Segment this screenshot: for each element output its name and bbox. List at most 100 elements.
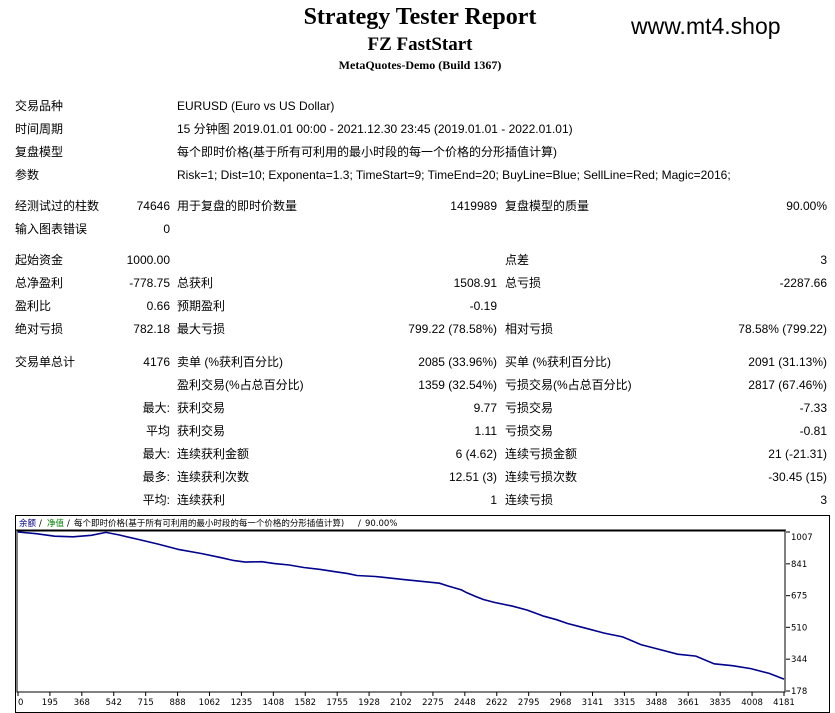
x-tick-label: 2622 bbox=[486, 698, 508, 708]
gross-loss-label: 总亏损 bbox=[505, 276, 542, 290]
deposit-label: 起始资金 bbox=[15, 253, 64, 267]
trades-label: 交易单总计 bbox=[15, 355, 76, 369]
legend-balance: 余额 bbox=[19, 518, 37, 529]
server-build: MetaQuotes-Demo (Build 1367) bbox=[338, 58, 502, 72]
x-tick-label: 3661 bbox=[677, 698, 699, 708]
quality-label: 复盘模型的质量 bbox=[505, 199, 590, 213]
payoff-value: -0.19 bbox=[469, 299, 497, 313]
profit-trades-value: 1359 (32.54%) bbox=[418, 378, 497, 392]
quality-value: 90.00% bbox=[786, 199, 827, 213]
x-tick-label: 4181 bbox=[773, 698, 795, 708]
expert-name: FZ FastStart bbox=[367, 34, 473, 55]
x-tick-label: 3141 bbox=[582, 698, 604, 708]
loss-trades-value: 2817 (67.46%) bbox=[748, 378, 827, 392]
x-tick-label: 195 bbox=[42, 698, 58, 708]
max-cons-loss-value: -30.45 (15) bbox=[768, 470, 827, 484]
long-label: 买单 (%获利百分比) bbox=[505, 355, 611, 369]
payoff-label: 预期盈利 bbox=[177, 299, 226, 313]
y-tick-label: 1007 bbox=[791, 533, 813, 543]
legend-sep2: / bbox=[67, 519, 70, 529]
x-tick-label: 3835 bbox=[709, 698, 731, 708]
max-cons-profit-value: 12.51 (3) bbox=[448, 470, 497, 484]
x-tick-label: 1755 bbox=[326, 698, 348, 708]
legend-equity: 净值 bbox=[47, 518, 65, 529]
symbol-label: 交易品种 bbox=[15, 99, 64, 113]
chart-legend: 余额 / 净值 / 每个即时价格(基于所有可利用的最小时段的每一个价格的分形插值… bbox=[19, 518, 397, 529]
max-cons-loss-label: 连续亏损次数 bbox=[505, 470, 578, 484]
x-tick-label: 1235 bbox=[231, 698, 253, 708]
max-cons-losses-value: 21 (-21.31) bbox=[768, 447, 827, 461]
max-cons-wins-value: 6 (4.62) bbox=[455, 447, 497, 461]
x-tick-label: 715 bbox=[138, 698, 154, 708]
x-axis: 0 195 368 542 715 888 1062 1235 1408 1582 1755 1928… bbox=[17, 692, 795, 708]
bars-label: 经测试过的柱数 bbox=[15, 199, 100, 213]
y-axis: 1007 841 675 510 344 178 bbox=[786, 531, 813, 697]
loss-trades-label: 亏损交易(%占总百分比) bbox=[505, 378, 632, 392]
max-dd-label: 最大亏损 bbox=[177, 322, 226, 336]
y-tick-label: 510 bbox=[791, 623, 807, 633]
average-prefix: 平均 bbox=[145, 424, 170, 438]
params-value: Risk=1; Dist=10; Exponenta=1.3; TimeStar… bbox=[177, 168, 731, 182]
mismatch-value: 0 bbox=[163, 222, 170, 236]
x-tick-label: 2275 bbox=[422, 698, 444, 708]
max-cons-wins-label: 连续获利金额 bbox=[177, 447, 250, 461]
legend-quality: 90.00% bbox=[365, 519, 397, 529]
y-tick-label: 344 bbox=[791, 655, 807, 665]
x-tick-label: 368 bbox=[74, 698, 90, 708]
rel-dd-value: 78.58% (799.22) bbox=[738, 322, 827, 336]
mismatch-label: 输入图表错误 bbox=[15, 222, 88, 236]
largest-prefix: 最大: bbox=[142, 401, 170, 415]
watermark-text: www.mt4.shop bbox=[631, 13, 781, 39]
balance-chart: 余额 / 净值 / 每个即时价格(基于所有可利用的最小时段的每一个价格的分形插值… bbox=[15, 515, 830, 713]
avg-cons-wins-label: 连续获利 bbox=[177, 493, 226, 507]
avg-profit-label: 获利交易 bbox=[177, 424, 226, 438]
x-tick-label: 888 bbox=[169, 698, 185, 708]
abs-dd-value: 782.18 bbox=[133, 322, 170, 336]
gross-profit-label: 总获利 bbox=[177, 276, 214, 290]
legend-model: 每个即时价格(基于所有可利用的最小时段的每一个价格的分形插值计算) bbox=[74, 518, 344, 529]
long-value: 2091 (31.13%) bbox=[748, 355, 827, 369]
spread-value: 3 bbox=[820, 253, 827, 267]
avg-cons-wins-value: 1 bbox=[490, 493, 497, 507]
gross-loss-value: -2287.66 bbox=[779, 276, 827, 290]
profit-trades-label: 盈利交易(%占总百分比) bbox=[177, 378, 304, 392]
x-tick-label: 2968 bbox=[550, 698, 572, 708]
max-dd-value: 799.22 (78.58%) bbox=[408, 322, 497, 336]
largest-profit-value: 9.77 bbox=[473, 401, 497, 415]
x-tick-label: 1582 bbox=[294, 698, 316, 708]
x-tick-label: 3315 bbox=[614, 698, 636, 708]
x-tick-label: 542 bbox=[106, 698, 122, 708]
gross-profit-value: 1508.91 bbox=[453, 276, 497, 290]
most-prefix: 最多: bbox=[142, 470, 170, 484]
x-tick-label: 1928 bbox=[358, 698, 380, 708]
y-tick-label: 841 bbox=[791, 560, 807, 570]
legend-sep1: / bbox=[39, 519, 42, 529]
largest-loss-value: -7.33 bbox=[799, 401, 827, 415]
x-tick-label: 4008 bbox=[741, 698, 763, 708]
avg-cons-losses-value: 3 bbox=[820, 493, 827, 507]
spread-label: 点差 bbox=[505, 253, 530, 267]
largest-loss-label: 亏损交易 bbox=[505, 401, 554, 415]
max-prefix: 最大: bbox=[142, 447, 170, 461]
pf-label: 盈利比 bbox=[15, 299, 52, 313]
ticks-value: 1419989 bbox=[450, 199, 497, 213]
max-cons-profit-label: 连续获利次数 bbox=[177, 470, 250, 484]
report-title: Strategy Tester Report bbox=[303, 4, 537, 30]
period-label: 时间周期 bbox=[15, 122, 64, 136]
x-tick-label: 0 bbox=[18, 698, 23, 708]
avg2-prefix: 平均: bbox=[142, 493, 170, 507]
params-label: 参数 bbox=[15, 168, 40, 182]
deposit-value: 1000.00 bbox=[126, 253, 170, 267]
short-label: 卖单 (%获利百分比) bbox=[177, 355, 283, 369]
x-tick-label: 2795 bbox=[518, 698, 540, 708]
x-tick-label: 2448 bbox=[454, 698, 476, 708]
bars-value: 74646 bbox=[136, 199, 170, 213]
legend-sep3: / bbox=[358, 519, 361, 529]
net-label: 总净盈利 bbox=[15, 276, 64, 290]
avg-loss-value: -0.81 bbox=[799, 424, 827, 438]
model-value: 每个即时价格(基于所有可利用的最小时段的每一个价格的分形插值计算) bbox=[177, 145, 557, 159]
y-tick-label: 675 bbox=[791, 592, 807, 602]
x-tick-label: 3488 bbox=[646, 698, 668, 708]
avg-cons-losses-label: 连续亏损 bbox=[505, 493, 554, 507]
net-value: -778.75 bbox=[129, 276, 170, 290]
